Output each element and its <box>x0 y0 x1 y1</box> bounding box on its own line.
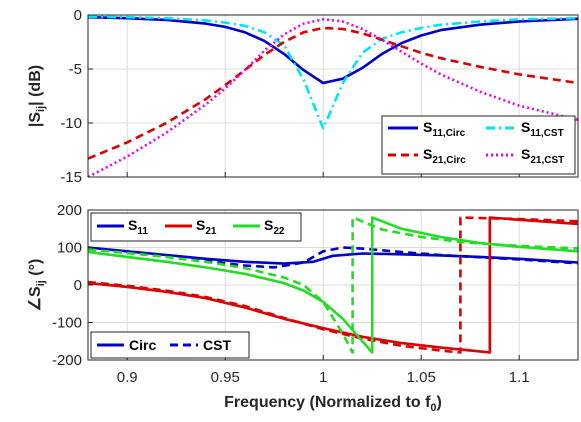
x-tick-label: 1 <box>319 369 327 386</box>
magnitude-y-label: |Sij| (dB) <box>27 65 47 127</box>
legend-label-phase-s11: S11 <box>128 217 148 237</box>
magnitude-y-ticks: -15 -10 -5 0 <box>60 7 520 186</box>
y-tick-label: 0 <box>74 7 82 24</box>
x-tick-label: 1.05 <box>407 369 436 386</box>
magnitude-legend: S11,Circ S11,CST S21,Circ S21,CST <box>381 115 576 175</box>
legend-label-phase-s21: S21 <box>196 217 217 237</box>
phase-panel: -200 -100 0 100 200 0.9 0.95 1 1.05 1.1 ∠Sij (°)… <box>27 202 579 414</box>
x-tick-label: 1.1 <box>509 369 530 386</box>
y-tick-label: -5 <box>69 61 82 78</box>
magnitude-axes-frame <box>87 14 579 178</box>
series-line-s11-cst <box>88 15 578 130</box>
series-line-s21-circ <box>88 26 578 160</box>
y-tick-label: 100 <box>57 240 82 257</box>
x-axis-label: Frequency (Normalized to f0) <box>224 394 442 414</box>
y-tick-label: -100 <box>52 315 82 332</box>
x-tick-label: 0.95 <box>211 369 240 386</box>
series-line-s22-cst <box>88 216 578 354</box>
legend-label-s21-cst: S21,CST <box>521 146 564 166</box>
phase-legend-parameters-box <box>90 212 302 242</box>
y-tick-label: -200 <box>52 352 82 369</box>
y-tick-label: -10 <box>60 115 82 132</box>
legend-label-s11-circ: S11,Circ <box>423 119 466 139</box>
magnitude-legend-box <box>381 115 576 175</box>
y-tick-label: 0 <box>74 277 82 294</box>
x-tick-label: 0.9 <box>117 369 138 386</box>
magnitude-series <box>88 15 578 177</box>
phase-series <box>88 216 578 354</box>
series-line-s11-cst <box>88 246 578 269</box>
legend-label-cst: CST <box>203 337 231 353</box>
legend-label-circ: Circ <box>129 337 156 353</box>
phase-y-label: ∠Sij (°) <box>27 259 47 312</box>
series-line-s21-cst <box>88 18 578 177</box>
y-tick-label: 200 <box>57 202 82 219</box>
legend-label-phase-s22: S22 <box>264 217 285 237</box>
y-tick-label: -15 <box>60 169 82 186</box>
phase-legend-parameters: S11 S21 S22 <box>90 212 302 242</box>
legend-label-s21-circ: S21,Circ <box>423 146 466 166</box>
phase-x-ticks: 0.9 0.95 1 1.05 1.1 <box>117 369 530 386</box>
legend-label-s11-cst: S11,CST <box>521 119 564 139</box>
phase-y-ticks: -200 -100 0 100 200 <box>52 202 520 369</box>
series-line-s22-circ <box>88 216 578 354</box>
phase-legend-source: Circ CST <box>90 331 250 359</box>
series-line-s21-cst <box>88 216 578 354</box>
series-line-s11-circ <box>88 15 578 85</box>
magnitude-panel: -15 -10 -5 0 |Sij| (dB) S11,Circ S11,CST S2… <box>27 7 579 186</box>
